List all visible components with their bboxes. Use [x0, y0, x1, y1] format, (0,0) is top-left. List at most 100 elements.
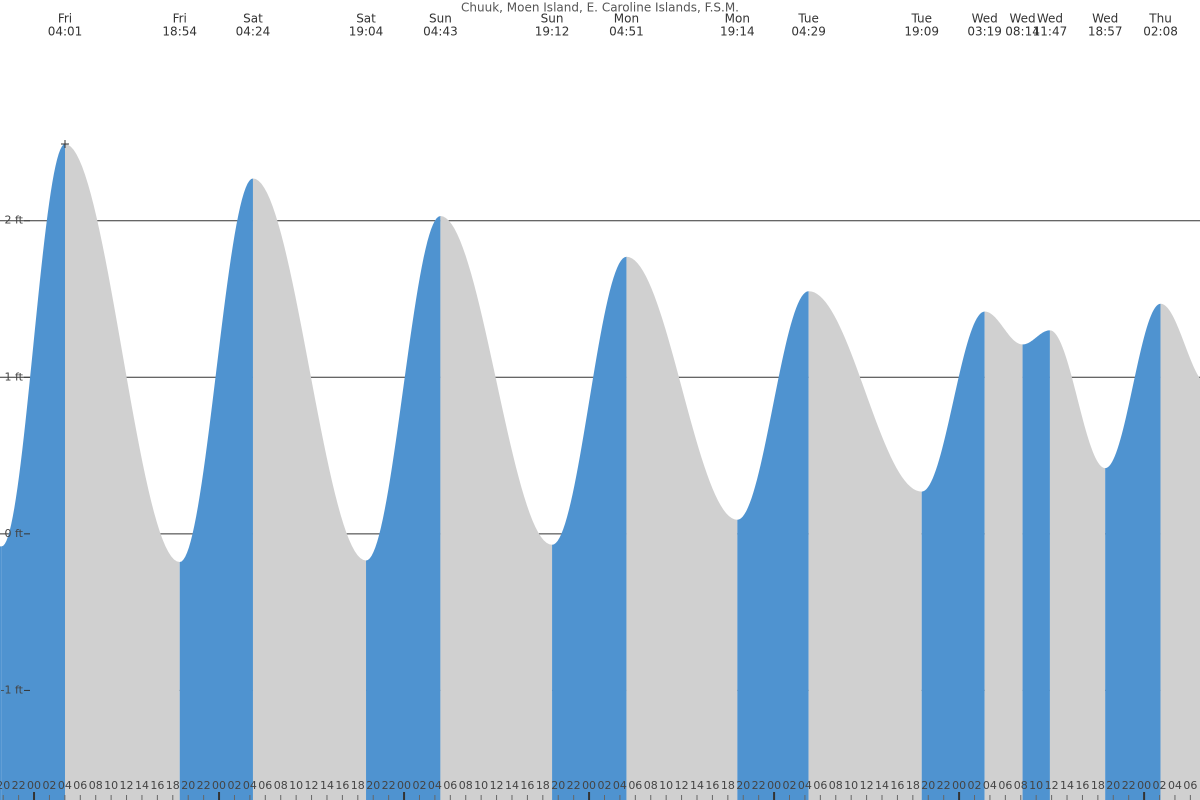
- x-tick-label: 00: [952, 779, 966, 792]
- falling-tide: [984, 311, 1023, 800]
- x-tick-label: 08: [1014, 779, 1028, 792]
- rising-tide: [366, 216, 441, 800]
- x-tick-label: 20: [736, 779, 750, 792]
- falling-tide: [626, 256, 738, 800]
- falling-tide: [252, 178, 367, 800]
- x-tick-label: 12: [675, 779, 689, 792]
- x-tick-label: 08: [829, 779, 843, 792]
- x-tick-label: 18: [906, 779, 920, 792]
- x-tick-label: 16: [890, 779, 904, 792]
- event-day: Wed: [1009, 12, 1035, 26]
- x-tick-label: 04: [428, 779, 442, 792]
- rising-tide: [1105, 303, 1161, 800]
- event-day: Wed: [972, 12, 998, 26]
- y-tick-label: 2 ft: [5, 214, 24, 227]
- event-day: Tue: [910, 12, 932, 26]
- x-tick-label: 22: [567, 779, 581, 792]
- event-day: Mon: [614, 12, 639, 26]
- event-day: Sun: [541, 12, 564, 26]
- event-day: Tue: [797, 12, 819, 26]
- x-tick-label: 02: [42, 779, 56, 792]
- event-time: 04:29: [791, 25, 826, 39]
- x-tick-label: 02: [1153, 779, 1167, 792]
- event-time: 19:14: [720, 25, 755, 39]
- x-tick-label: 18: [536, 779, 550, 792]
- event-time: 11:47: [1033, 25, 1068, 39]
- x-tick-label: 06: [258, 779, 272, 792]
- x-tick-label: 20: [0, 779, 10, 792]
- event-time: 04:01: [48, 25, 83, 39]
- x-tick-label: 04: [613, 779, 627, 792]
- x-tick-label: 10: [289, 779, 303, 792]
- x-tick-label: 22: [937, 779, 951, 792]
- event-day: Sat: [243, 12, 263, 26]
- x-tick-label: 14: [135, 779, 149, 792]
- x-tick-label: 04: [798, 779, 812, 792]
- x-tick-label: 02: [968, 779, 982, 792]
- max-marker: [61, 140, 70, 149]
- x-tick-label: 06: [443, 779, 457, 792]
- x-tick-label: 02: [597, 779, 611, 792]
- x-tick-label: 22: [382, 779, 396, 792]
- x-tick-label: 06: [628, 779, 642, 792]
- y-tick-label: -1 ft: [1, 683, 24, 696]
- falling-tide: [808, 291, 922, 800]
- event-day: Wed: [1092, 12, 1118, 26]
- rising-tide: [1, 144, 66, 800]
- x-tick-label: 10: [104, 779, 118, 792]
- x-tick-label: 02: [227, 779, 241, 792]
- event-day: Mon: [725, 12, 750, 26]
- x-tick-label: 12: [1045, 779, 1059, 792]
- rising-tide: [552, 256, 627, 800]
- event-day: Wed: [1037, 12, 1063, 26]
- x-tick-label: 06: [813, 779, 827, 792]
- x-tick-label: 18: [1091, 779, 1105, 792]
- x-tick-label: 16: [1075, 779, 1089, 792]
- x-tick-label: 12: [120, 779, 134, 792]
- overlay: -1 ft0 ft1 ft2 ftFri04:01Fri18:54Sat04:2…: [0, 12, 1197, 800]
- event-day: Fri: [173, 12, 187, 26]
- tide-area: [0, 144, 1200, 800]
- x-tick-label: 00: [767, 779, 781, 792]
- x-tick-label: 10: [844, 779, 858, 792]
- falling-tide: [1049, 330, 1106, 800]
- x-tick-label: 22: [197, 779, 211, 792]
- event-time: 18:57: [1088, 25, 1123, 39]
- x-tick-label: 12: [490, 779, 504, 792]
- x-tick-label: 00: [27, 779, 41, 792]
- x-tick-label: 04: [983, 779, 997, 792]
- event-time: 04:43: [423, 25, 458, 39]
- x-tick-label: 14: [320, 779, 334, 792]
- x-tick-label: 02: [412, 779, 426, 792]
- x-tick-label: 16: [150, 779, 164, 792]
- falling-tide: [1160, 303, 1200, 800]
- x-tick-label: 20: [551, 779, 565, 792]
- event-day: Sun: [429, 12, 452, 26]
- x-tick-label: 22: [1122, 779, 1136, 792]
- x-tick-label: 06: [998, 779, 1012, 792]
- x-tick-label: 18: [166, 779, 180, 792]
- rising-tide: [921, 311, 985, 800]
- falling-tide: [440, 216, 553, 800]
- event-time: 19:09: [904, 25, 939, 39]
- event-time: 08:14: [1005, 25, 1040, 39]
- x-tick-label: 02: [783, 779, 797, 792]
- x-tick-label: 10: [1029, 779, 1043, 792]
- x-tick-label: 10: [659, 779, 673, 792]
- chart-title: Chuuk, Moen Island, E. Caroline Islands,…: [461, 1, 739, 15]
- x-tick-label: 14: [690, 779, 704, 792]
- x-tick-label: 08: [459, 779, 473, 792]
- x-tick-label: 22: [752, 779, 766, 792]
- y-tick-label: 0 ft: [5, 527, 24, 540]
- x-tick-label: 14: [1060, 779, 1074, 792]
- event-day: Fri: [58, 12, 72, 26]
- x-tick-label: 18: [721, 779, 735, 792]
- x-tick-label: 08: [274, 779, 288, 792]
- x-tick-label: 00: [582, 779, 596, 792]
- x-tick-label: 16: [705, 779, 719, 792]
- x-tick-label: 10: [474, 779, 488, 792]
- x-tick-label: 12: [305, 779, 319, 792]
- x-tick-label: 06: [1183, 779, 1197, 792]
- rising-tide: [179, 178, 253, 800]
